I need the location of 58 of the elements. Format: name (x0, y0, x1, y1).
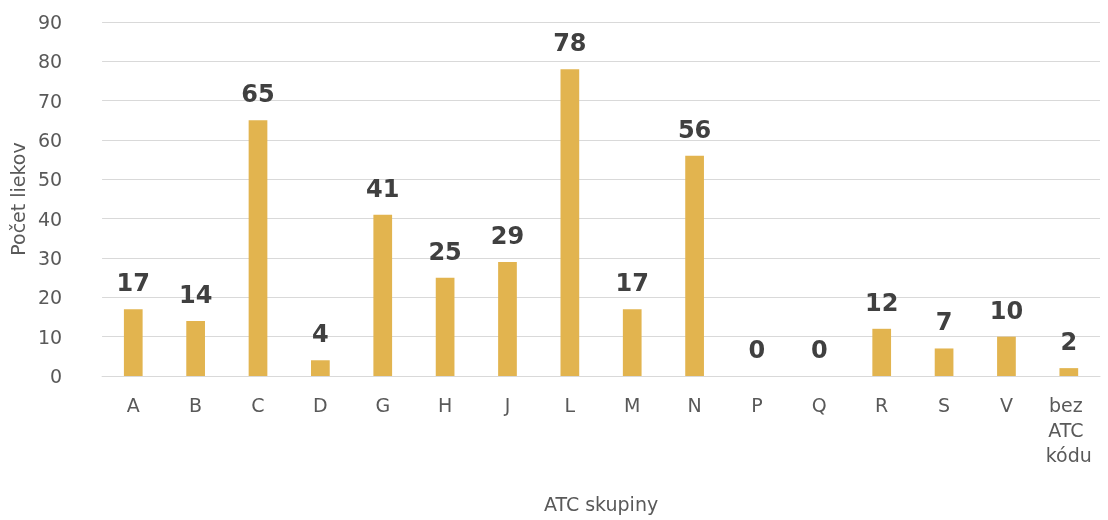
x-tick-label: D (313, 393, 328, 416)
y-tick-label: 80 (37, 50, 63, 73)
y-tick-label: 70 (37, 89, 63, 112)
data-label: 14 (178, 280, 213, 309)
data-label: 10 (989, 296, 1024, 325)
bar (934, 348, 954, 376)
data-label: 0 (748, 336, 766, 364)
bar (872, 328, 892, 376)
bar (186, 320, 205, 376)
y-tick-label: 50 (37, 168, 63, 191)
data-label: 12 (865, 288, 899, 317)
y-tick-label: 10 (37, 325, 63, 348)
data-label: 56 (677, 115, 712, 144)
y-tick-label: 0 (49, 365, 63, 387)
x-tick-label: C (251, 393, 265, 416)
x-tick-label: S (938, 393, 951, 416)
x-tick-label: A (126, 393, 140, 416)
x-tick-label: bez ATC kódu (1045, 393, 1092, 466)
data-label: 65 (241, 80, 275, 109)
x-tick-label: B (189, 393, 203, 416)
bar (622, 309, 642, 376)
data-label: 78 (553, 29, 587, 58)
y-tick-label: 60 (37, 129, 63, 151)
data-label: 2 (1060, 328, 1078, 357)
bar (248, 120, 268, 376)
x-axis-title: ATC skupiny (543, 492, 659, 515)
data-label: 25 (428, 237, 462, 266)
y-tick-label: 40 (37, 207, 63, 230)
data-label: 29 (490, 221, 525, 250)
y-tick-label: 90 (37, 11, 63, 33)
bar (498, 261, 517, 376)
x-tick-label: R (875, 393, 889, 416)
x-tick-label: N (687, 393, 702, 416)
x-tick-label: M (624, 393, 641, 416)
data-label: 0 (810, 336, 828, 364)
data-label: 41 (366, 174, 400, 203)
bar (311, 360, 330, 376)
bar (435, 277, 455, 376)
bar (1059, 368, 1079, 376)
y-axis-title: Počet liekov (6, 142, 29, 256)
bar (685, 155, 704, 376)
x-tick-label: L (564, 393, 576, 416)
x-tick-label: J (503, 393, 511, 416)
data-label: 7 (935, 308, 953, 337)
y-tick-label: 30 (37, 247, 63, 269)
x-tick-label: P (751, 393, 763, 416)
x-tick-label: H (437, 393, 453, 416)
bar (997, 336, 1016, 376)
bar (123, 309, 143, 376)
y-tick-label: 20 (37, 286, 63, 309)
data-label: 17 (116, 269, 150, 298)
x-tick-label: G (375, 393, 391, 416)
data-label: 4 (312, 320, 329, 349)
bar (560, 69, 580, 376)
data-label: 17 (615, 269, 649, 298)
x-tick-label: Q (811, 393, 827, 416)
x-tick-label: V (999, 393, 1013, 416)
bar (373, 214, 393, 376)
